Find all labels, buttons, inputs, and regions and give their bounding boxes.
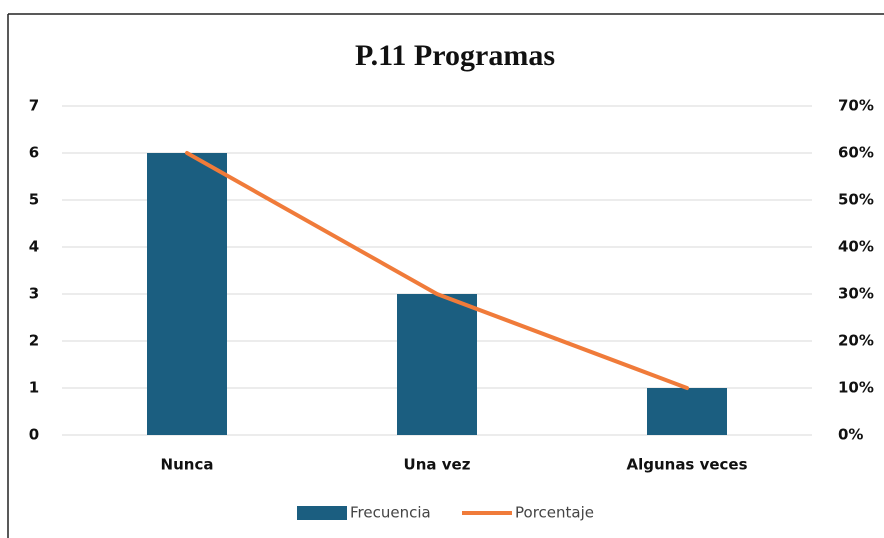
- y2-tick-label: 40%: [838, 238, 874, 256]
- y-tick-label: 3: [29, 285, 39, 303]
- y-tick-label: 2: [29, 332, 39, 350]
- y2-tick-label: 50%: [838, 191, 874, 209]
- y-tick-label: 5: [29, 191, 39, 209]
- y-tick-label: 1: [29, 379, 39, 397]
- line: [185, 151, 689, 390]
- y-tick-label: 4: [29, 238, 39, 256]
- legend-label: Frecuencia: [350, 504, 431, 522]
- y2-tick-label: 20%: [838, 332, 874, 350]
- chart-title: P.11 Programas: [355, 39, 555, 72]
- y2-tick-label: 10%: [838, 379, 874, 397]
- y-tick-label: 7: [29, 97, 39, 115]
- x-tick-label: Algunas veces: [626, 456, 747, 474]
- y2-tick-label: 70%: [838, 97, 874, 115]
- x-tick-label: Una vez: [404, 456, 471, 474]
- bar: [397, 294, 477, 435]
- legend-label: Porcentaje: [515, 504, 594, 522]
- y2-tick-label: 30%: [838, 285, 874, 303]
- x-tick-label: Nunca: [161, 456, 214, 474]
- y-tick-label: 6: [29, 144, 39, 162]
- bar: [147, 153, 227, 435]
- y-tick-label: 0: [29, 426, 39, 444]
- y2-tick-label: 60%: [838, 144, 874, 162]
- bar: [647, 388, 727, 435]
- legend-swatch: [297, 506, 347, 520]
- y2-tick-label: 0%: [838, 426, 863, 444]
